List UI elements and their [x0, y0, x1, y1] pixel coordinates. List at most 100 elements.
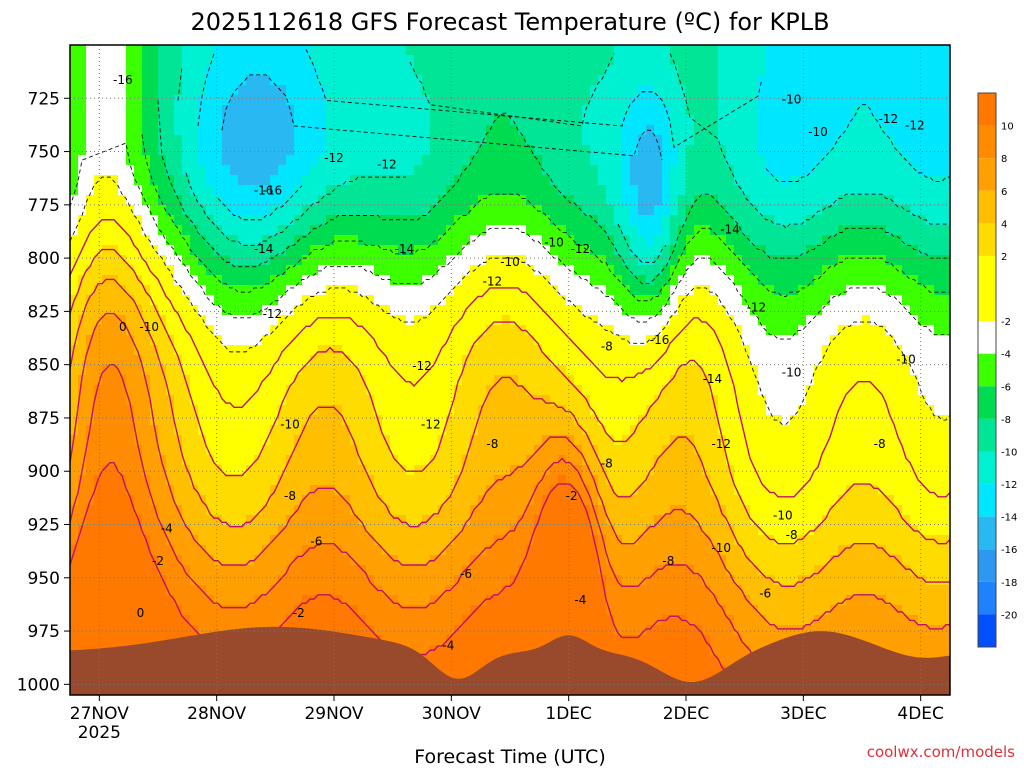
- y-tick-label: 925: [28, 516, 60, 536]
- contour-label: -8: [601, 457, 613, 471]
- colorbar-tick-label: -12: [1001, 480, 1017, 491]
- contour-0: [69, 219, 951, 498]
- colorbar-legend: 10 8 6 4 2 -2 -4 -6 -8 -10 -12 -14 -16 -18 -20: [977, 92, 1017, 648]
- contour-label: -12: [324, 151, 344, 165]
- contour-label: -10: [782, 93, 802, 107]
- contour-4: [69, 278, 950, 588]
- y-tick-label: 800: [28, 249, 60, 269]
- contour--10: [177, 53, 950, 263]
- contour-label: -6: [310, 535, 322, 549]
- colorbar-tick-label: -4: [1001, 350, 1011, 361]
- x-tick-label: 28NOV: [187, 704, 246, 724]
- colorbar-segment: [978, 451, 996, 485]
- contour-6: [69, 312, 950, 630]
- contour-label: -14: [703, 372, 723, 386]
- x-axis-label: Forecast Time (UTC): [414, 746, 605, 768]
- contour-label: -12: [571, 242, 591, 256]
- contour-label: -8: [662, 554, 674, 568]
- x-tick-label: 4DEC: [897, 704, 944, 724]
- contour-label: -6: [460, 567, 472, 581]
- contour-label: -8: [486, 437, 498, 451]
- contour--8: [157, 100, 950, 285]
- contour-labels: -16-12-10-12-16-12-10-12-16-14 -14 -10-12-…: [113, 73, 925, 653]
- x-axis: 27NOV 28NOV 29NOV 30NOV 1DEC 2DEC 3DEC 4DEC 2025: [70, 695, 944, 743]
- chart-title: 2025112618 GFS Forecast Temperature (ºC)…: [190, 8, 829, 36]
- colorbar-tick-label: -16: [1001, 545, 1017, 556]
- contour-label: 0: [119, 320, 127, 334]
- colorbar-segment: [978, 223, 996, 256]
- contour-label: -10: [280, 418, 300, 432]
- y-tick-label: 875: [28, 409, 60, 429]
- contour-label: -12: [879, 112, 899, 126]
- y-tick-label: 775: [28, 196, 60, 216]
- credit-link[interactable]: coolwx.com/models: [867, 743, 1015, 761]
- colorbar-segment: [978, 418, 996, 452]
- contour-label: -4: [161, 522, 173, 536]
- colorbar-tick-label: -20: [1001, 610, 1017, 621]
- colorbar-segment: [978, 321, 996, 354]
- plot-area: -16-12-10-12-16-12-10-12-16-14 -14 -10-12-…: [69, 44, 951, 696]
- x-tick-label: 2DEC: [663, 704, 710, 724]
- colorbar-tick-label: 2: [1001, 252, 1007, 263]
- contour-label: -12: [421, 418, 441, 432]
- contour-label: -12: [377, 158, 397, 172]
- colorbar-segment: [978, 190, 996, 224]
- y-axis: 725 750 775 800 825 850 875 900 925 950 975 1000: [17, 89, 70, 695]
- colorbar-segment: [978, 549, 996, 582]
- colorbar-tick-label: 6: [1001, 187, 1007, 198]
- contour-label: -10: [782, 366, 802, 380]
- x-year-label: 2025: [78, 723, 121, 743]
- gridlines: [70, 45, 950, 695]
- y-tick-label: 950: [28, 569, 60, 589]
- contour-label: 0: [137, 606, 145, 620]
- contour-label: -8: [874, 437, 886, 451]
- contour-label: -10: [500, 255, 520, 269]
- contour-label: -10: [896, 353, 916, 367]
- x-tick-label: 3DEC: [780, 704, 827, 724]
- contour-label: -8: [284, 489, 296, 503]
- y-tick-label: 825: [28, 302, 60, 322]
- contour-label: -16: [650, 333, 670, 347]
- y-tick-label: 750: [28, 143, 60, 163]
- x-tick-label: 1DEC: [545, 704, 592, 724]
- contour--6: [141, 134, 950, 302]
- colorbar-tick-label: 4: [1001, 219, 1007, 230]
- contour-label: -16: [263, 184, 283, 198]
- y-tick-label: 1000: [17, 675, 60, 695]
- colorbar-tick-label: 10: [1001, 122, 1014, 133]
- contour-label: -4: [442, 639, 454, 653]
- contour-label: -8: [786, 528, 798, 542]
- colorbar-segment: [978, 581, 996, 615]
- colorbar-segment: [978, 353, 996, 387]
- x-tick-label: 30NOV: [422, 704, 481, 724]
- y-tick-label: 850: [28, 356, 60, 376]
- colorbar-tick-label: -18: [1001, 578, 1017, 589]
- contour-label: -2: [152, 554, 164, 568]
- contour-label: -14: [720, 223, 740, 237]
- contour--4: [69, 142, 950, 340]
- contour-label: -10: [773, 509, 793, 523]
- terrain-mask: [70, 626, 950, 695]
- contour-label: -12: [747, 301, 767, 315]
- contour-label: -12: [412, 359, 432, 373]
- colorbar-segment: [978, 484, 996, 517]
- contour-label: -12: [711, 437, 731, 451]
- contour--14: [221, 74, 663, 161]
- contour-label: -6: [759, 587, 771, 601]
- contour-label: -14: [395, 242, 415, 256]
- contour-label: -2: [293, 606, 305, 620]
- contour-label: -14: [254, 242, 274, 256]
- colorbar-border: [977, 92, 997, 648]
- colorbar-tick-label: -6: [1001, 382, 1011, 393]
- contour-label: -10: [711, 541, 731, 555]
- contour--12: [197, 49, 950, 221]
- contour-label: -10: [544, 236, 564, 250]
- colorbar-tick-label: -10: [1001, 447, 1017, 458]
- contour-label: -12: [263, 307, 283, 321]
- contour-label: -12: [483, 275, 503, 289]
- y-tick-label: 900: [28, 462, 60, 482]
- colorbar-tick-label: -2: [1001, 317, 1011, 328]
- contour-label: -16: [113, 73, 133, 87]
- colorbar-segment: [978, 158, 996, 191]
